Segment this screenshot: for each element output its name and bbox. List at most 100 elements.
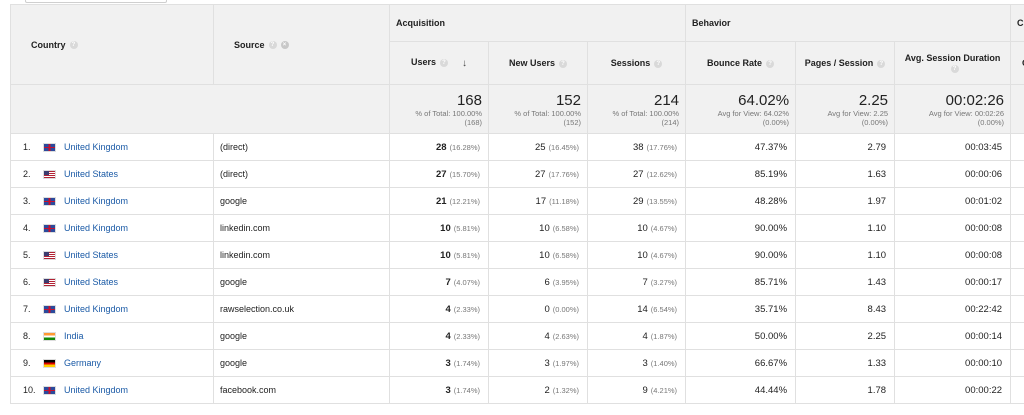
- column-header-country-label: Country: [31, 39, 66, 50]
- country-link[interactable]: United States: [64, 249, 119, 260]
- row-rank: 9.: [23, 357, 31, 368]
- column-header-users-label: Users: [410, 57, 437, 68]
- country-link[interactable]: United Kingdom: [64, 303, 129, 314]
- total-users: 168% of Total: 100.00% (168): [389, 84, 489, 134]
- question-circle-icon[interactable]: ?: [950, 64, 959, 73]
- table-row: 10. United Kingdom facebook.com 3 (1.74%) 2 (1…: [10, 376, 1024, 404]
- users-cell: 7 (4.07%): [389, 268, 489, 296]
- next-column-cell: [1010, 160, 1024, 188]
- new-users-percent: (6.58%): [552, 250, 579, 260]
- column-header-country[interactable]: Country?: [10, 4, 214, 85]
- pages-session-cell: 1.63: [795, 160, 896, 188]
- users-value: 27: [435, 168, 447, 180]
- new-users-cell: 17 (11.18%): [488, 187, 588, 215]
- source-cell: linkedin.com: [213, 214, 390, 242]
- question-circle-icon[interactable]: ?: [69, 41, 78, 50]
- country-link[interactable]: United Kingdom: [64, 222, 129, 233]
- arrow-down-icon[interactable]: ↓: [462, 57, 468, 69]
- users-percent: (5.81%): [453, 223, 480, 233]
- sessions-value: 7: [642, 276, 648, 288]
- question-circle-icon[interactable]: ?: [654, 59, 663, 68]
- flag-de-icon: [43, 359, 56, 369]
- sessions-cell: 10 (4.67%): [586, 241, 687, 269]
- country-link[interactable]: India: [64, 330, 84, 341]
- question-circle-icon[interactable]: ?: [766, 59, 775, 68]
- column-header-users[interactable]: Users? ↓: [389, 41, 489, 85]
- users-percent: (12.21%): [449, 196, 480, 206]
- report-table: Country? Source? × Acquisition Behavior C…: [10, 4, 1024, 404]
- column-header-avg-session-duration-label: Avg. Session Duration: [904, 53, 1001, 63]
- row-rank: 6.: [23, 276, 31, 287]
- column-header-sessions[interactable]: Sessions?: [586, 41, 687, 85]
- next-column-cell: [1010, 187, 1024, 215]
- country-cell: 7. United Kingdom: [10, 295, 214, 323]
- close-circle-icon[interactable]: ×: [280, 41, 289, 50]
- question-circle-icon[interactable]: ?: [440, 59, 449, 68]
- flag-us-icon: [43, 251, 56, 261]
- new-users-value: 2: [544, 384, 550, 396]
- column-header-avg-session-duration[interactable]: Avg. Session Duration?: [894, 41, 1012, 85]
- users-percent: (2.33%): [453, 304, 480, 314]
- country-link[interactable]: United States: [64, 168, 119, 179]
- avg-session-duration-cell: 00:00:10: [894, 349, 1012, 377]
- country-cell: 1. United Kingdom: [10, 133, 214, 161]
- source-cell: facebook.com: [213, 376, 390, 404]
- bounce-rate-cell: 47.37%: [685, 133, 797, 161]
- row-rank: 5.: [23, 249, 31, 260]
- users-cell: 28 (16.28%): [389, 133, 489, 161]
- question-circle-icon[interactable]: ?: [877, 59, 886, 68]
- bounce-rate-cell: 66.67%: [685, 349, 797, 377]
- bounce-rate-cell: 48.28%: [685, 187, 797, 215]
- column-header-bounce-rate[interactable]: Bounce Rate?: [685, 41, 797, 85]
- column-header-source[interactable]: Source? ×: [213, 4, 390, 85]
- users-percent: (5.81%): [453, 250, 480, 260]
- question-circle-icon[interactable]: ?: [559, 59, 568, 68]
- next-column-cell: [1010, 349, 1024, 377]
- country-link[interactable]: United Kingdom: [64, 195, 129, 206]
- new-users-percent: (1.97%): [552, 358, 579, 368]
- group-header-acquisition: Acquisition: [388, 4, 687, 42]
- column-header-new-users[interactable]: New Users?: [488, 41, 588, 85]
- row-rank: 2.: [23, 168, 31, 179]
- column-header-bounce-rate-label: Bounce Rate: [707, 58, 763, 68]
- sessions-cell: 38 (17.76%): [586, 133, 687, 161]
- flag-in-icon: [43, 332, 56, 342]
- country-link[interactable]: Germany: [64, 357, 102, 368]
- country-link[interactable]: United Kingdom: [64, 141, 129, 152]
- bounce-rate-cell: 44.44%: [685, 376, 797, 404]
- source-cell: rawselection.co.uk: [213, 295, 390, 323]
- new-users-percent: (3.95%): [552, 277, 579, 287]
- country-cell: 5. United States: [10, 241, 214, 269]
- sessions-cell: 29 (13.55%): [586, 187, 687, 215]
- sessions-percent: (6.54%): [650, 304, 678, 314]
- next-column-cell: [1010, 133, 1024, 161]
- country-link[interactable]: United Kingdom: [64, 384, 129, 395]
- column-header-next[interactable]: G: [1010, 41, 1024, 85]
- sessions-value: 4: [642, 330, 648, 342]
- bounce-rate-cell: 90.00%: [685, 241, 797, 269]
- column-header-new-users-label: New Users: [508, 58, 556, 68]
- flag-uk-icon: [43, 386, 56, 396]
- next-column-cell: [1010, 214, 1024, 242]
- pages-session-cell: 1.43: [795, 268, 896, 296]
- new-users-value: 4: [544, 330, 550, 342]
- bounce-rate-cell: 35.71%: [685, 295, 797, 323]
- avg-session-duration-cell: 00:00:08: [894, 214, 1012, 242]
- question-circle-icon[interactable]: ?: [268, 41, 277, 50]
- totals-label-cell: [10, 84, 390, 134]
- new-users-value: 27: [534, 168, 546, 180]
- column-header-pages-session[interactable]: Pages / Session?: [795, 41, 896, 85]
- search-input[interactable]: [25, 0, 167, 3]
- total-next: [1010, 84, 1024, 134]
- avg-session-duration-cell: 00:00:22: [894, 376, 1012, 404]
- country-cell: 9. Germany: [10, 349, 214, 377]
- country-link[interactable]: United States: [64, 276, 119, 287]
- new-users-value: 10: [539, 249, 550, 261]
- next-column-cell: [1010, 268, 1024, 296]
- new-users-value: 3: [544, 357, 550, 369]
- users-value: 28: [435, 141, 447, 153]
- source-cell: (direct): [213, 133, 390, 161]
- country-cell: 10. United Kingdom: [10, 376, 214, 404]
- new-users-percent: (11.18%): [549, 196, 579, 206]
- sessions-percent: (13.55%): [646, 196, 678, 206]
